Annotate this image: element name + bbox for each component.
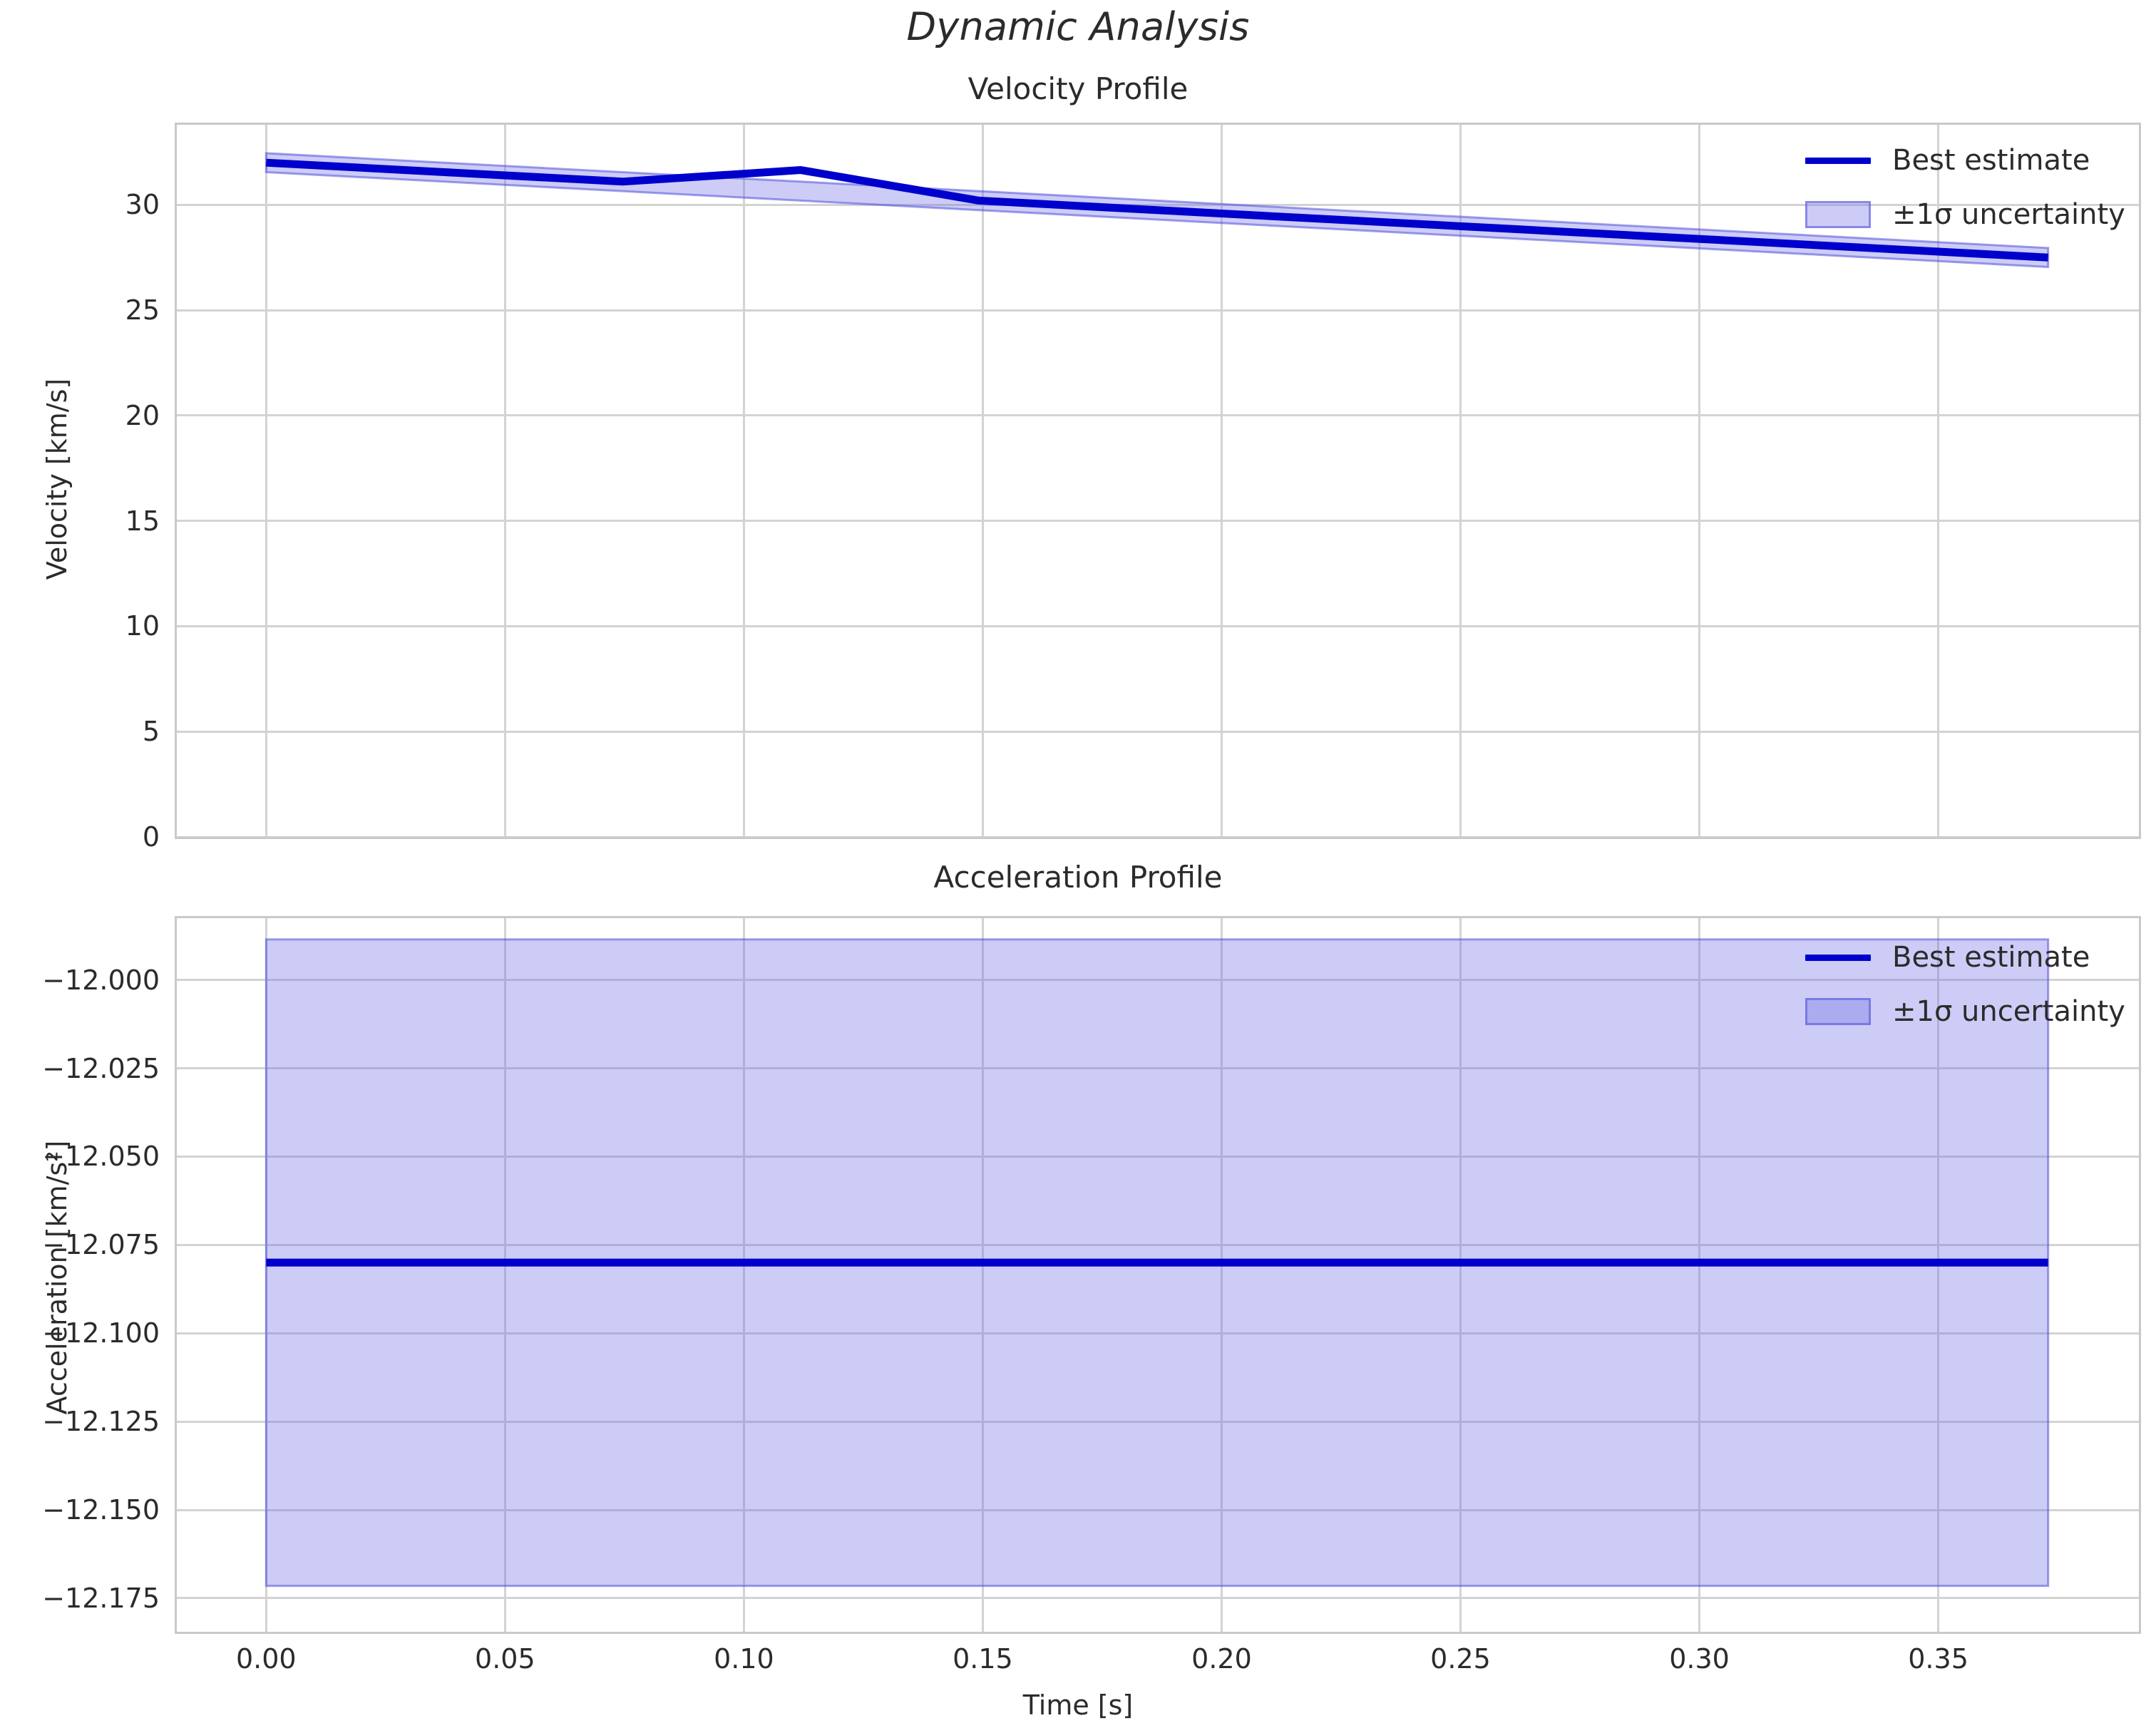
figure-suptitle: Dynamic Analysis xyxy=(906,4,1250,49)
gridline-horizontal xyxy=(177,1155,2139,1158)
gridline-horizontal xyxy=(177,1597,2139,1600)
legend-item-best-estimate: Best estimate xyxy=(1804,937,2125,978)
legend-label-uncertainty: ±1σ uncertainty xyxy=(1892,198,2125,231)
subplot-title-velocity: Velocity Profile xyxy=(967,71,1189,106)
subplot-title-acceleration: Acceleration Profile xyxy=(933,860,1223,895)
gridline-vertical xyxy=(1698,125,1701,837)
legend-item-best-estimate: Best estimate xyxy=(1804,140,2125,181)
gridline-vertical xyxy=(265,125,267,837)
best-estimate-line xyxy=(266,163,2048,257)
gridline-vertical xyxy=(1459,125,1462,837)
legend-item-uncertainty: ±1σ uncertainty xyxy=(1804,991,2125,1032)
gridline-vertical xyxy=(1459,918,1462,1632)
gridline-vertical xyxy=(1937,125,1940,837)
gridline-horizontal xyxy=(177,1420,2139,1423)
gridline-vertical xyxy=(981,125,984,837)
gridline-horizontal xyxy=(177,1067,2139,1070)
gridline-vertical xyxy=(1220,918,1223,1632)
xtick-label: 0.25 xyxy=(1430,1643,1491,1675)
ytick-label: −12.150 xyxy=(42,1494,160,1526)
gridline-horizontal xyxy=(177,730,2139,733)
gridline-vertical xyxy=(981,918,984,1632)
gridline-horizontal xyxy=(177,203,2139,206)
velocity-plot-area xyxy=(175,123,2141,839)
acceleration-data-layer xyxy=(177,918,2139,1632)
ytick-label: −12.025 xyxy=(42,1052,160,1084)
xtick-label: 0.05 xyxy=(475,1643,535,1675)
legend-band-swatch-icon xyxy=(1804,198,1872,231)
gridline-horizontal xyxy=(177,520,2139,523)
ytick-label: 15 xyxy=(125,505,160,537)
ytick-label: 25 xyxy=(125,294,160,326)
acceleration-legend: Best estimate ±1σ uncertainty xyxy=(1804,937,2125,1032)
gridline-horizontal xyxy=(177,309,2139,312)
ytick-label: 5 xyxy=(142,716,160,748)
xtick-label: 0.30 xyxy=(1669,1643,1730,1675)
legend-label-uncertainty: ±1σ uncertainty xyxy=(1892,995,2125,1028)
gridline-horizontal xyxy=(177,414,2139,417)
xtick-label: 0.35 xyxy=(1908,1643,1968,1675)
ytick-label: −12.175 xyxy=(42,1582,160,1614)
acceleration-plot-area xyxy=(175,916,2141,1634)
legend-band-swatch-icon xyxy=(1804,995,1872,1028)
gridline-horizontal xyxy=(177,624,2139,627)
gridline-vertical xyxy=(503,918,506,1632)
legend-line-swatch-icon xyxy=(1804,941,1872,974)
gridline-horizontal xyxy=(177,1332,2139,1334)
legend-label-best-estimate: Best estimate xyxy=(1892,144,2090,177)
gridline-vertical xyxy=(742,125,745,837)
gridline-horizontal xyxy=(177,1508,2139,1511)
gridline-vertical xyxy=(1220,125,1223,837)
ytick-label: 0 xyxy=(142,821,160,853)
xtick-label: 0.20 xyxy=(1191,1643,1252,1675)
gridline-vertical xyxy=(1698,918,1701,1632)
legend-item-uncertainty: ±1σ uncertainty xyxy=(1804,194,2125,235)
legend-line-swatch-icon xyxy=(1804,144,1872,177)
ytick-label: 20 xyxy=(125,399,160,431)
xtick-label: 0.00 xyxy=(235,1643,297,1675)
gridline-vertical xyxy=(742,918,745,1632)
gridline-horizontal xyxy=(177,835,2139,837)
ytick-label: 30 xyxy=(125,189,160,221)
legend-label-best-estimate: Best estimate xyxy=(1892,941,2090,974)
velocity-axis-label: Velocity [km/s] xyxy=(41,378,73,580)
velocity-legend: Best estimate ±1σ uncertainty xyxy=(1804,140,2125,235)
acceleration-axis-label: Acceleration [km/s²] xyxy=(41,1140,73,1415)
ytick-label: 10 xyxy=(125,610,160,642)
gridline-horizontal xyxy=(177,1243,2139,1246)
gridline-horizontal xyxy=(177,979,2139,982)
velocity-data-layer xyxy=(177,125,2139,837)
ytick-label: −12.000 xyxy=(42,964,160,996)
time-axis-label: Time [s] xyxy=(1022,1690,1134,1721)
gridline-vertical xyxy=(503,125,506,837)
xtick-label: 0.15 xyxy=(953,1643,1013,1675)
gridline-vertical xyxy=(1937,918,1940,1632)
xtick-label: 0.10 xyxy=(714,1643,774,1675)
